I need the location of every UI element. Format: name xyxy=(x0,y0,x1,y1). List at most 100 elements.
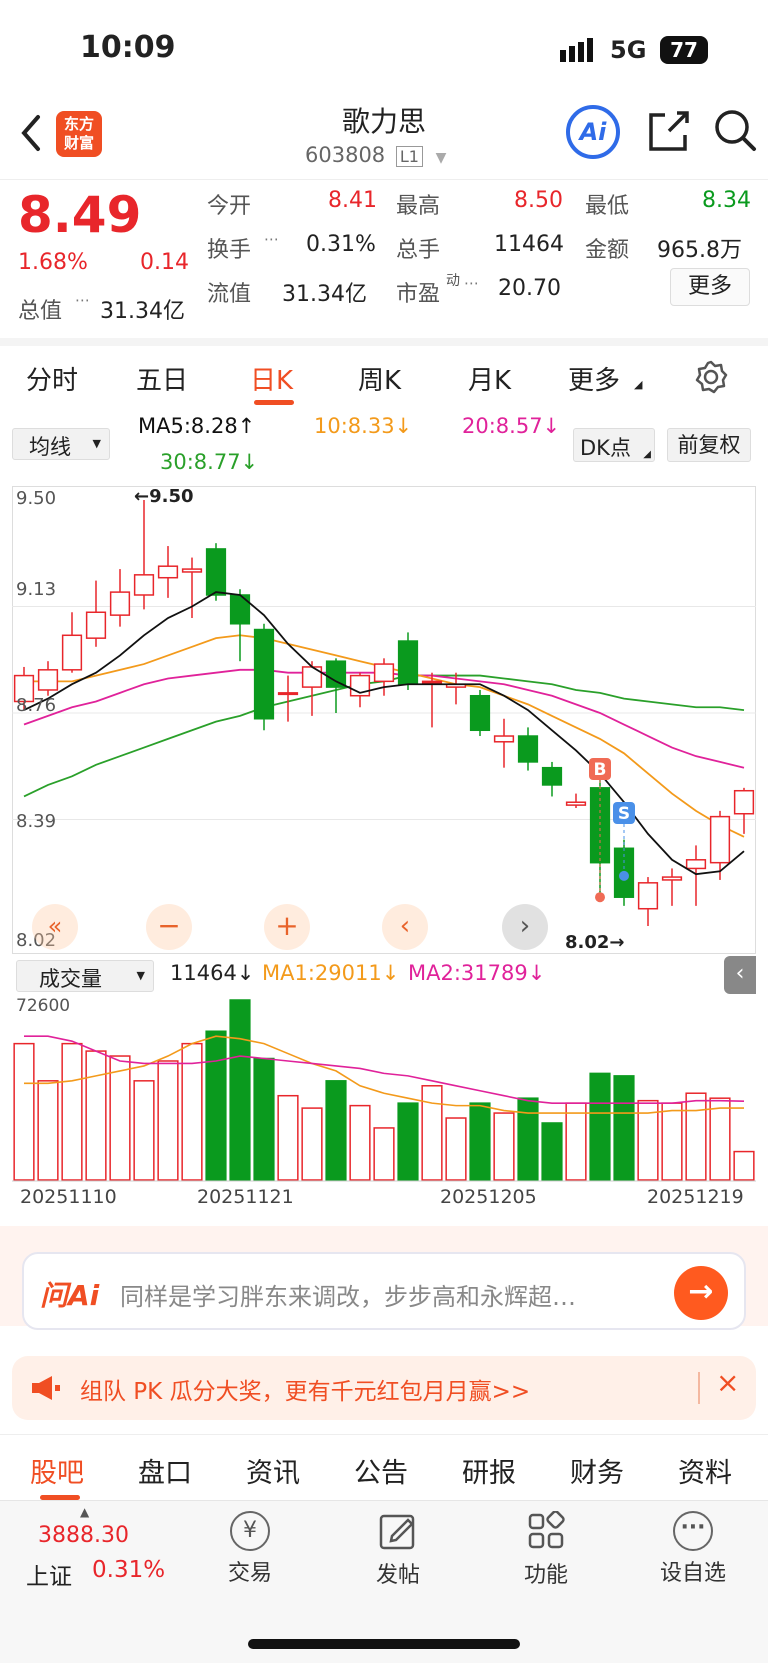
low-marker-label: 8.02→ xyxy=(565,932,625,953)
tab-active-underline xyxy=(40,1495,80,1500)
tab-weekly-k[interactable]: 周K xyxy=(358,366,402,396)
candle-body xyxy=(493,735,515,743)
info-icon[interactable]: ⋯ xyxy=(75,291,90,309)
ask-ai-input[interactable]: 问Ai 同样是学习胖东来调改，步步高和永辉超… → xyxy=(22,1252,746,1330)
volume-bar xyxy=(109,1055,131,1181)
gear-icon[interactable] xyxy=(694,360,728,398)
candle-body xyxy=(661,876,683,881)
stock-code-row[interactable]: 603808 L1 ▼ xyxy=(305,143,446,167)
candle-body xyxy=(85,611,107,639)
candle-body xyxy=(565,801,587,806)
vol-ma1-line xyxy=(24,1035,745,1114)
status-time: 10:09 xyxy=(80,30,176,65)
signal-label: B xyxy=(594,760,607,780)
candle-body xyxy=(397,640,419,685)
home-indicator xyxy=(248,1639,520,1649)
signal-dot xyxy=(595,892,605,903)
open-value: 8.41 xyxy=(328,188,377,213)
collapse-tab[interactable]: ‹ xyxy=(724,956,756,994)
post-button[interactable]: 发帖 xyxy=(358,1511,438,1601)
amount-value: 965.8万 xyxy=(657,238,742,263)
next-button[interactable]: › xyxy=(502,904,548,950)
tab-more[interactable]: 更多 xyxy=(568,366,621,396)
price-tick: 8.39 xyxy=(16,811,57,832)
volume-bar xyxy=(277,1094,299,1181)
rewind-button[interactable]: « xyxy=(32,904,78,950)
volume-chart: 72600 xyxy=(12,996,756,1184)
high-label: 最高 xyxy=(396,194,441,219)
trade-button[interactable]: ¥ 交易 xyxy=(210,1511,290,1601)
tab-monthly-k[interactable]: 月K xyxy=(468,366,512,396)
volume-bar xyxy=(349,1104,371,1181)
tab-news[interactable]: 资讯 xyxy=(246,1458,300,1489)
ma-select[interactable]: 均线 ▼ xyxy=(12,428,110,460)
candle-body xyxy=(109,591,131,616)
price-tick: 8.76 xyxy=(16,695,57,716)
last-price: 8.49 xyxy=(18,186,142,244)
add-watchlist-button[interactable]: ··· 设自选 xyxy=(648,1511,738,1601)
tab-intraday[interactable]: 分时 xyxy=(26,366,79,396)
quote-panel: 8.49 1.68% 0.14 总值 ⋯ 31.34亿 今开 8.41 最高 8… xyxy=(0,180,768,338)
tab-research[interactable]: 研报 xyxy=(462,1458,516,1489)
candle-body xyxy=(133,574,155,596)
dk-button[interactable]: DK点 ◢ xyxy=(573,428,655,462)
stock-name: 歌力思 xyxy=(341,105,426,138)
ma10-label: 10:8.33↓ xyxy=(314,414,413,438)
ma5-label: MA5:8.28↑ xyxy=(138,414,256,438)
signal-icon xyxy=(560,38,600,66)
more-button[interactable]: 更多 xyxy=(670,268,750,306)
candle-body xyxy=(205,548,227,596)
ask-ai-brand: 问Ai xyxy=(40,1279,100,1312)
back-icon[interactable] xyxy=(18,113,44,157)
kline-svg: BS xyxy=(12,486,756,954)
candle-body xyxy=(709,815,731,864)
price-tick: 9.13 xyxy=(16,579,57,600)
tab-daily-k[interactable]: 日K xyxy=(250,366,294,396)
volume-bar xyxy=(445,1117,467,1181)
prev-button[interactable]: ‹ xyxy=(382,904,428,950)
change-percent: 1.68% xyxy=(18,250,88,275)
more-circle-icon: ··· xyxy=(673,1511,713,1551)
index-name: 上证 xyxy=(26,1564,72,1590)
banner-text: 组队 PK 瓜分大奖，更有千元红包月月赢>> xyxy=(80,1379,531,1405)
pe-value: 20.70 xyxy=(498,276,561,301)
send-button[interactable]: → xyxy=(674,1266,728,1320)
candle-body xyxy=(637,882,659,910)
tab-announcements[interactable]: 公告 xyxy=(354,1458,408,1489)
tab-five-day[interactable]: 五日 xyxy=(136,366,189,396)
function-button[interactable]: 功能 xyxy=(506,1510,586,1601)
share-icon[interactable] xyxy=(647,109,691,157)
zoom-in-button[interactable]: + xyxy=(264,904,310,950)
signal-label: S xyxy=(618,804,630,824)
sub-tabs: 股吧 盘口 资讯 公告 研报 财务 资料 xyxy=(0,1434,768,1500)
ma5-line xyxy=(23,591,745,876)
index-widget[interactable]: ▲ 3888.30 上证 0.31% xyxy=(22,1501,172,1601)
ma-bar: 均线 ▼ MA5:8.28↑ 10:8.33↓ 20:8.57↓ 30:8.77… xyxy=(0,414,768,480)
tab-forum[interactable]: 股吧 xyxy=(30,1458,84,1489)
ai-button[interactable]: Ai xyxy=(566,105,620,159)
turnover-value: 0.31% xyxy=(306,232,376,257)
info-icon[interactable]: ⋯ xyxy=(264,230,279,248)
zoom-out-button[interactable]: − xyxy=(146,904,192,950)
banner-divider xyxy=(698,1372,700,1404)
tab-profile[interactable]: 资料 xyxy=(678,1458,732,1489)
volume-select[interactable]: 成交量 ▼ xyxy=(16,960,154,992)
adjust-button[interactable]: 前复权 xyxy=(667,428,751,462)
price-tick: 8.02 xyxy=(16,930,57,951)
volume-bar xyxy=(373,1127,395,1181)
volume-bar: 成交量 ▼ 11464↓ MA1:29011↓ MA2:31789↓ ‹ xyxy=(0,956,768,996)
period-tabs: 分时 五日 日K 周K 月K 更多 ◢ xyxy=(0,338,768,408)
candle-body xyxy=(37,669,59,691)
date-label: 20251121 xyxy=(197,1186,294,1208)
volume-bar xyxy=(709,1097,731,1181)
change-value: 0.14 xyxy=(140,250,189,275)
close-icon[interactable]: × xyxy=(716,1366,740,1399)
info-icon[interactable]: ⋯ xyxy=(464,274,479,292)
float-label: 流值 xyxy=(207,282,252,307)
search-icon[interactable] xyxy=(712,107,758,157)
tab-orderbook[interactable]: 盘口 xyxy=(138,1458,192,1489)
tab-finance[interactable]: 财务 xyxy=(570,1458,624,1489)
promo-banner[interactable]: 组队 PK 瓜分大奖，更有千元红包月月赢>> × xyxy=(12,1356,756,1420)
vol-ma2-line xyxy=(24,1035,745,1104)
